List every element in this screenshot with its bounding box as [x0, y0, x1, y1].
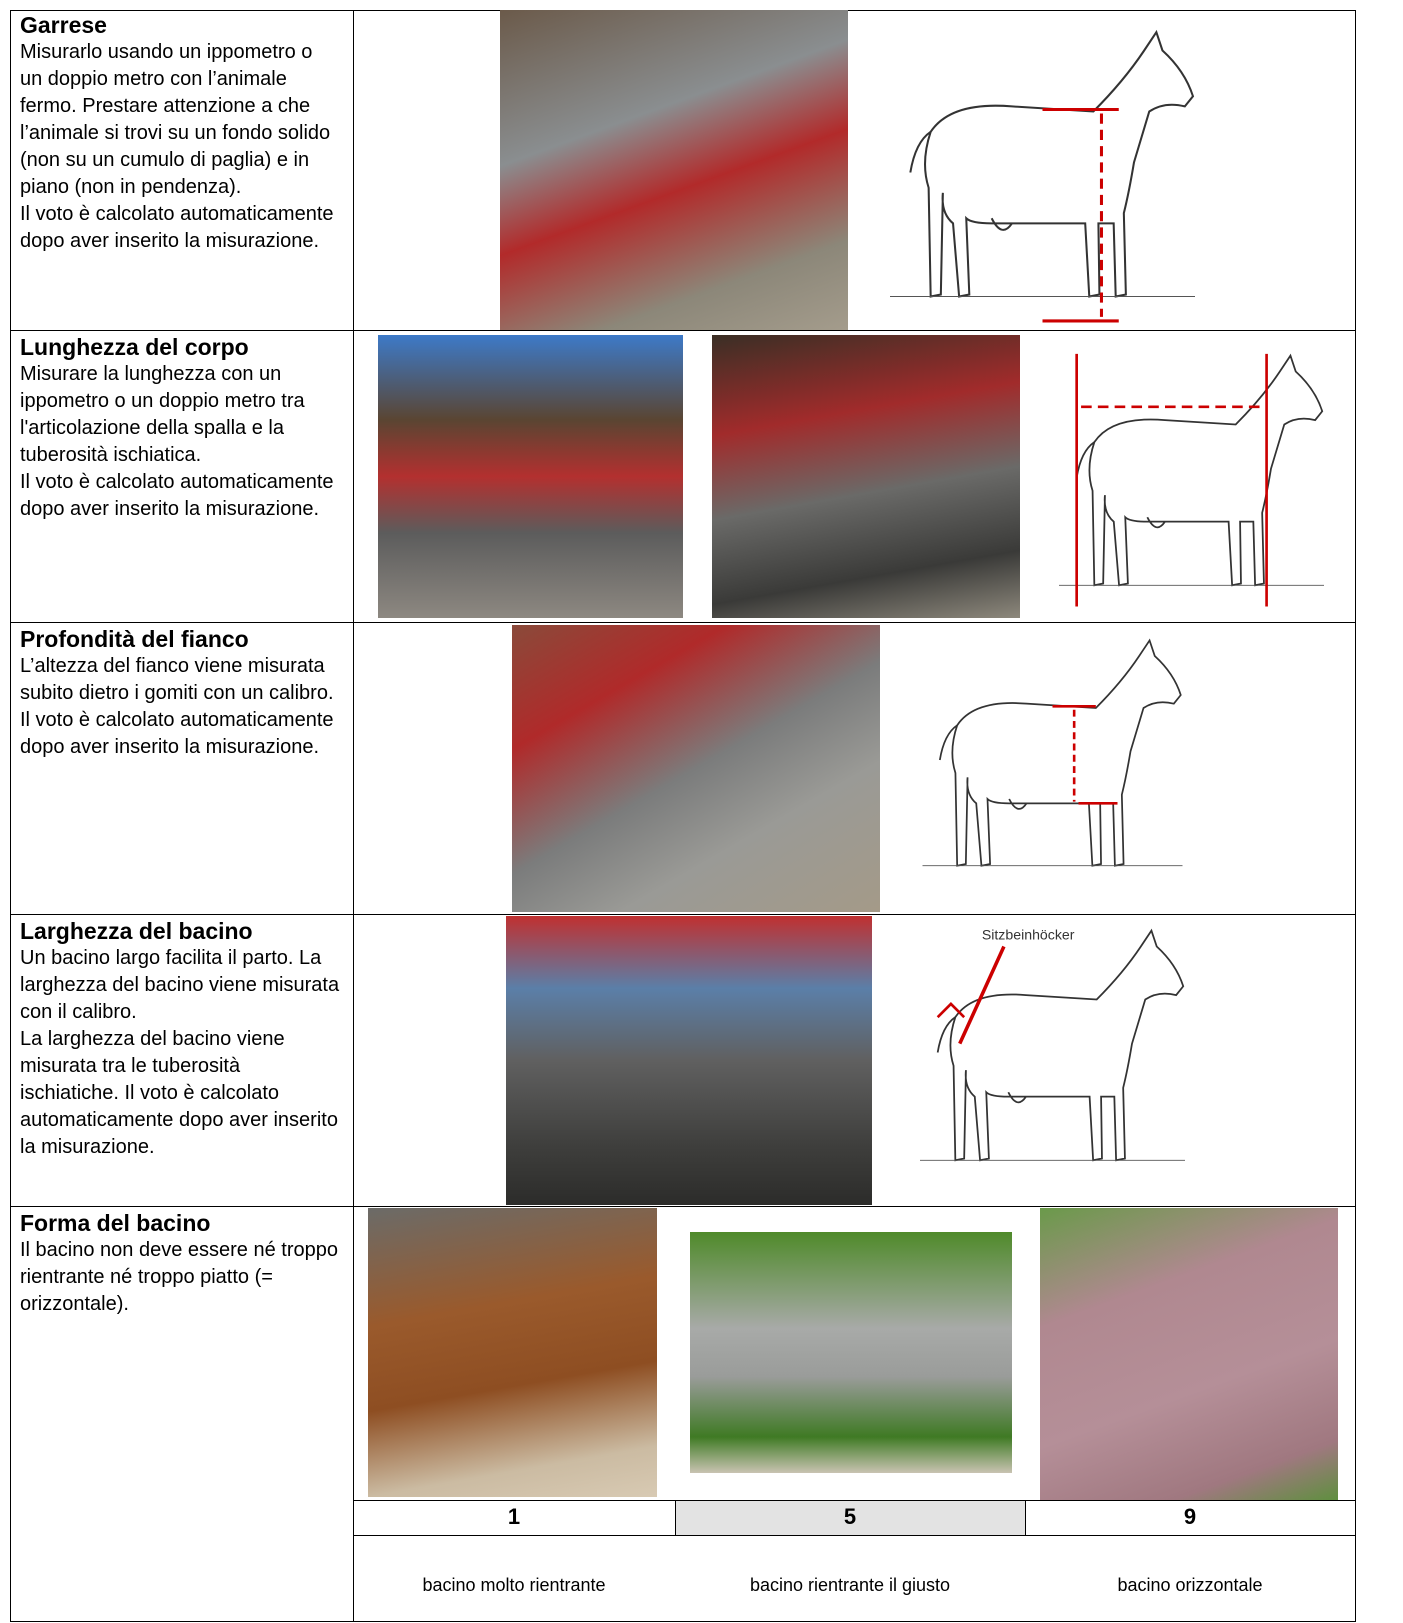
row-title: Larghezza del bacino: [20, 918, 253, 944]
illustration: [870, 20, 1215, 325]
photo: [690, 1232, 1012, 1473]
illustration-label: Sitzbeinhöcker: [982, 926, 1075, 942]
paragraph: L’altezza del fianco viene misurata subi…: [20, 655, 334, 704]
paragraph: Misurare la lunghezza con un ippometro o…: [20, 363, 305, 466]
paragraph: Misurarlo usando un ippometro o un doppi…: [20, 41, 331, 198]
row-title: Forma del bacino: [20, 1210, 211, 1236]
score-highlight: [676, 1501, 1025, 1535]
score-label: bacino orizzontale: [1117, 1575, 1263, 1595]
row-title: Profondità del fianco: [20, 626, 249, 652]
row-title: Lunghezza del corpo: [20, 334, 249, 360]
photo: [378, 335, 683, 618]
border: [10, 914, 1356, 915]
photo: [506, 916, 872, 1205]
row-text: Forma del bacino Il bacino non deve esser…: [20, 1210, 340, 1318]
illustration: [905, 630, 1200, 890]
illustration: Sitzbeinhöcker: [905, 920, 1200, 1185]
border: [353, 10, 354, 1622]
photo: [512, 625, 880, 912]
row-text: Larghezza del bacino Un bacino largo faci…: [20, 918, 340, 1161]
paragraph: Il bacino non deve essere né troppo rien…: [20, 1239, 338, 1315]
row-text: Garrese Misurarlo usando un ippometro o u…: [20, 12, 340, 255]
border: [675, 1500, 676, 1536]
photo: [1040, 1208, 1338, 1500]
border: [10, 10, 11, 1622]
score: 9: [1183, 1504, 1197, 1529]
border: [10, 1206, 1356, 1207]
border: [1355, 10, 1356, 1622]
border: [10, 622, 1356, 623]
paragraph: Il voto è calcolato automaticamente dopo…: [20, 709, 334, 758]
score-label: bacino rientrante il giusto: [749, 1575, 951, 1595]
paragraph: La larghezza del bacino viene misurata t…: [20, 1028, 338, 1158]
border: [353, 1500, 1356, 1501]
border: [353, 1535, 1356, 1536]
photo: [368, 1208, 657, 1497]
border: [1025, 1500, 1026, 1536]
row-text: Profondità del fianco L’altezza del fianc…: [20, 626, 340, 761]
photo: [712, 335, 1020, 618]
paragraph: Un bacino largo facilita il parto. La la…: [20, 947, 340, 1023]
border: [10, 330, 1356, 331]
illustration: [1048, 345, 1335, 610]
row-title: Garrese: [20, 12, 107, 38]
score-label: bacino molto rientrante: [422, 1575, 606, 1595]
border: [10, 1621, 1356, 1622]
photo: [500, 10, 848, 330]
score: 1: [507, 1504, 521, 1529]
score: 5: [843, 1504, 857, 1529]
paragraph: Il voto è calcolato automaticamente dopo…: [20, 471, 334, 520]
row-text: Lunghezza del corpo Misurare la lunghezza…: [20, 334, 340, 523]
paragraph: Il voto è calcolato automaticamente dopo…: [20, 203, 334, 252]
